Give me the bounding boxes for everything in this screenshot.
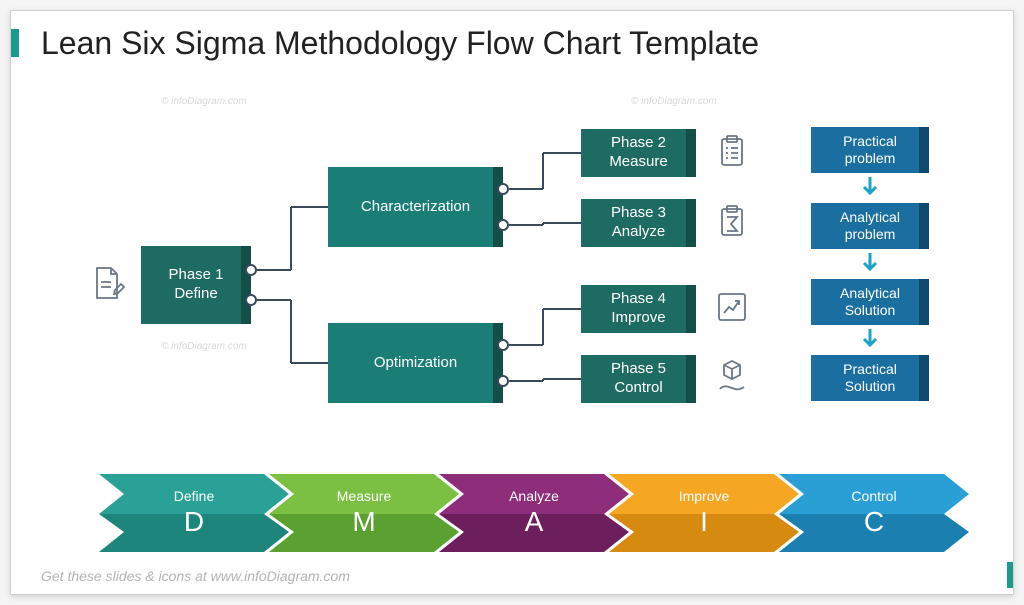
right-step-box: PracticalSolution — [811, 355, 929, 401]
connector-line — [543, 152, 581, 154]
chevron-letter: A — [525, 506, 544, 538]
flowchart-canvas: Phase 1Define Characterization Optimizatio… — [11, 71, 1013, 524]
package-hand-icon — [714, 359, 750, 404]
right-step-box: Practicalproblem — [811, 127, 929, 173]
accent-right — [1007, 562, 1013, 588]
connector-line — [542, 309, 544, 345]
connector-dot — [245, 294, 257, 306]
connector-dot — [497, 219, 509, 231]
chevron-name: Analyze — [509, 488, 559, 504]
chevron-name: Define — [174, 488, 214, 504]
document-pencil-icon — [89, 264, 129, 309]
connector-dot — [497, 339, 509, 351]
connector-line — [542, 153, 544, 189]
down-arrow-icon — [860, 251, 880, 281]
right-step-box: Analyticalproblem — [811, 203, 929, 249]
connector-dot — [497, 375, 509, 387]
dmaic-chevron: Control C — [779, 474, 969, 552]
footer-text: Get these slides & icons at www.infoDiag… — [41, 568, 350, 584]
accent-left — [11, 29, 19, 57]
down-arrow-icon — [860, 175, 880, 205]
connector-line — [291, 206, 328, 208]
connector-line — [257, 269, 291, 271]
connector-line — [509, 344, 543, 346]
phase-leaf-box: Phase 5Control — [581, 355, 696, 403]
down-arrow-icon — [860, 327, 880, 357]
dmaic-chevron: Improve I — [609, 474, 799, 552]
connector-line — [257, 299, 291, 301]
phase-define-box: Phase 1Define — [141, 246, 251, 324]
phase-leaf-box: Phase 4Improve — [581, 285, 696, 333]
chevron-letter: C — [864, 506, 884, 538]
phase-leaf-box: Phase 2Measure — [581, 129, 696, 177]
chevron-letter: D — [184, 506, 204, 538]
growth-icon — [714, 289, 750, 330]
dmaic-chevron: Define D — [99, 474, 289, 552]
optimization-box: Optimization — [328, 323, 503, 403]
chevron-name: Improve — [679, 488, 730, 504]
slide-title: Lean Six Sigma Methodology Flow Chart Te… — [11, 11, 1013, 70]
connector-line — [509, 380, 543, 382]
connector-line — [543, 308, 581, 310]
chevron-name: Control — [851, 488, 896, 504]
chevron-letter: I — [700, 506, 708, 538]
connector-line — [543, 378, 581, 380]
connector-line — [290, 300, 292, 363]
connector-line — [290, 207, 292, 270]
connector-line — [291, 362, 328, 364]
connector-dot — [245, 264, 257, 276]
sigma-icon — [714, 203, 750, 244]
chevron-letter: M — [352, 506, 375, 538]
connector-dot — [497, 183, 509, 195]
right-step-box: AnalyticalSolution — [811, 279, 929, 325]
connector-line — [543, 222, 581, 224]
phase-leaf-box: Phase 3Analyze — [581, 199, 696, 247]
connector-line — [509, 224, 543, 226]
chevron-name: Measure — [337, 488, 391, 504]
slide: Lean Six Sigma Methodology Flow Chart Te… — [10, 10, 1014, 595]
dmaic-chevron: Analyze A — [439, 474, 629, 552]
dmaic-chevrons: Define D Measure M Analyze A Improve I C… — [99, 474, 949, 552]
characterization-box: Characterization — [328, 167, 503, 247]
clipboard-list-icon — [714, 133, 750, 174]
connector-line — [509, 188, 543, 190]
dmaic-chevron: Measure M — [269, 474, 459, 552]
